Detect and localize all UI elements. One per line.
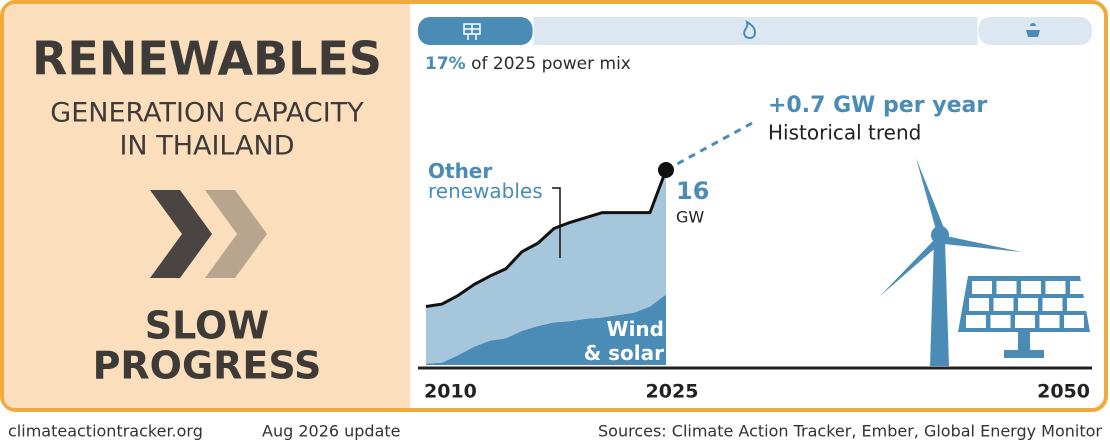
x-tick-label: 2050: [1037, 381, 1090, 403]
turbine-hub: [931, 226, 949, 244]
verdict: PROGRESS: [93, 344, 322, 388]
solar-cell: [1039, 315, 1060, 328]
mix-caption: 17% of 2025 power mix: [425, 54, 631, 74]
mix-share: 17%: [425, 54, 466, 74]
flame-icon: [743, 20, 757, 40]
series-label-word: Other: [428, 159, 492, 183]
solar-cell: [1067, 298, 1087, 311]
area: [426, 170, 666, 364]
solar-cell: [1015, 315, 1035, 328]
solar-cell: [1045, 281, 1066, 294]
total-line: [425, 169, 668, 308]
series-label-word: & solar: [584, 341, 664, 365]
footer-sources: Sources: Climate Action Tracker, Ember, …: [598, 422, 1102, 441]
coal-icon: [1026, 23, 1040, 37]
solar-cell: [996, 281, 1017, 294]
left-panel: [4, 4, 410, 408]
solar-cell: [969, 298, 989, 311]
verdict: SLOW: [145, 304, 269, 348]
series-label: Other renewables: [428, 159, 543, 203]
mix-segment: [418, 17, 533, 45]
plot: 16 GW +0.7 GW per year Historical trend Othe…: [418, 93, 1092, 403]
solar-cell: [1042, 298, 1063, 311]
chevron: [205, 190, 267, 278]
solar-cell: [1070, 281, 1090, 294]
solar-cell: [1021, 281, 1041, 294]
illustration: [880, 158, 1090, 366]
turbine-blade: [944, 236, 1022, 252]
power-mix-bar: [418, 17, 1092, 45]
trend-title: +0.7 GW per year: [768, 93, 987, 118]
end-unit: GW: [676, 208, 704, 227]
series-label: Wind & solar: [584, 317, 664, 365]
solar-post: [1018, 330, 1030, 354]
turbine-blade: [916, 158, 944, 230]
footer-update: Aug 2026 update: [262, 422, 401, 441]
mix-text: of 2025 power mix: [471, 54, 631, 74]
trend-caption: Historical trend: [768, 121, 921, 145]
panel-subtitle: IN THAILAND: [119, 131, 294, 162]
chevron: [150, 190, 212, 278]
end-point: [658, 162, 674, 178]
series-label-word: Wind: [607, 317, 664, 341]
solar-cell: [990, 315, 1011, 328]
solar-cell: [1018, 298, 1038, 311]
leader: [552, 187, 561, 258]
trend-line: [665, 120, 755, 172]
footer-site: climateactiontracker.org: [8, 422, 203, 441]
turbine-blade: [880, 240, 940, 296]
solar-cell: [966, 315, 986, 328]
panel-subtitle: GENERATION CAPACITY: [50, 98, 364, 129]
series-label-word: renewables: [428, 179, 543, 203]
solar-icon: [463, 23, 481, 40]
solar-cell: [993, 298, 1014, 311]
area: [426, 294, 666, 365]
panel-title: RENEWABLES: [32, 32, 382, 86]
x-tick-label: 2010: [424, 381, 477, 403]
solar-cell: [1064, 315, 1084, 328]
end-value: 16: [676, 177, 709, 205]
solar-cell: [972, 281, 992, 294]
x-tick-label: 2025: [646, 381, 699, 403]
solar-base: [1004, 350, 1044, 358]
turbine-tower: [930, 240, 949, 366]
